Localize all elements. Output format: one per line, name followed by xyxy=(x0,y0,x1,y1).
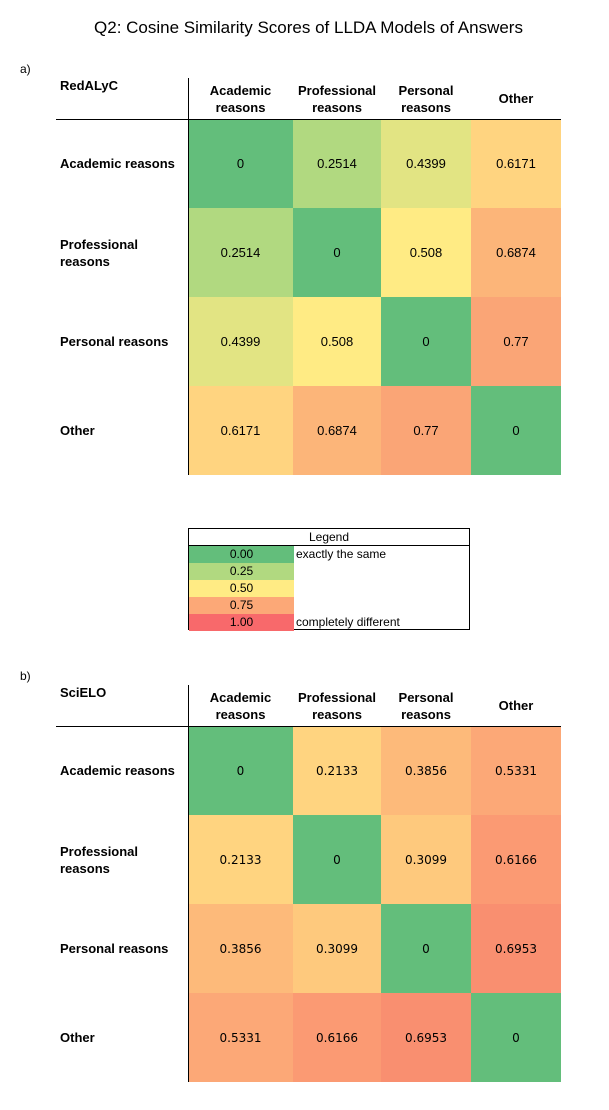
heatmap-cell: 0.508 xyxy=(293,297,381,386)
heatmap-cell: 0.4399 xyxy=(381,119,471,208)
legend-description: completely different xyxy=(296,615,400,629)
legend-row: 1.00 completely different xyxy=(189,614,469,631)
heatmap-cell: 0 xyxy=(471,993,561,1082)
legend-swatch: 0.50 xyxy=(189,580,294,597)
row-header: Academic reasons xyxy=(60,763,175,778)
heatmap-cell: 0.77 xyxy=(471,297,561,386)
row-header: Professional reasons xyxy=(60,236,139,269)
row-header: Other xyxy=(60,423,95,438)
heatmap-cell: 0.3099 xyxy=(381,815,471,904)
horizontal-axis-line xyxy=(56,726,561,727)
heatmap-cell: 0.3099 xyxy=(293,904,381,993)
heatmap-cell: 0.3856 xyxy=(188,904,293,993)
heatmap-cell: 0 xyxy=(188,119,293,208)
heatmap-cell: 0.5331 xyxy=(471,726,561,815)
row-header: Professional reasons xyxy=(60,843,139,876)
column-header: Professional reasons xyxy=(297,82,377,115)
column-header: Academic reasons xyxy=(209,82,272,115)
column-header: Personal reasons xyxy=(398,689,454,722)
legend-row: 0.75 xyxy=(189,597,469,614)
heatmap-cell: 0.6166 xyxy=(293,993,381,1082)
legend-description: exactly the same xyxy=(296,547,387,561)
heatmap-cell: 0.2133 xyxy=(188,815,293,904)
heatmap-cell: 0 xyxy=(293,815,381,904)
column-header: Other xyxy=(498,698,534,713)
chart-title: Q2: Cosine Similarity Scores of LLDA Mod… xyxy=(94,18,523,37)
corner-label: SciELO xyxy=(60,685,107,700)
heatmap-cell: 0.77 xyxy=(381,386,471,475)
legend-swatch: 0.00 xyxy=(189,546,294,563)
heatmap-cell: 0.6953 xyxy=(381,993,471,1082)
heatmap-cell: 0.6874 xyxy=(293,386,381,475)
heatmap-cell: 0 xyxy=(293,208,381,297)
legend-swatch: 0.75 xyxy=(189,597,294,614)
legend-swatch: 1.00 xyxy=(189,614,294,631)
heatmap-cell: 0.6874 xyxy=(471,208,561,297)
row-header: Other xyxy=(60,1030,95,1045)
column-header: Academic reasons xyxy=(209,689,272,722)
heatmap-cell: 0.4399 xyxy=(188,297,293,386)
heatmap-cell: 0.2514 xyxy=(188,208,293,297)
panel-a-label: a) xyxy=(20,62,31,76)
heatmap-cell: 0.6171 xyxy=(188,386,293,475)
heatmap-cell: 0 xyxy=(381,297,471,386)
heatmap-cell: 0.6171 xyxy=(471,119,561,208)
vertical-axis-line xyxy=(188,685,189,1082)
heatmap-cell: 0 xyxy=(471,386,561,475)
corner-label: RedALyC xyxy=(60,78,119,93)
legend: Legend 0.00 exactly the same 0.25 0.50 0.75 1… xyxy=(188,528,470,631)
heatmap-cell: 0.6953 xyxy=(471,904,561,993)
row-header: Academic reasons xyxy=(60,156,175,171)
heatmap-cell: 0 xyxy=(188,726,293,815)
legend-swatch: 0.25 xyxy=(189,563,294,580)
vertical-axis-line xyxy=(188,78,189,475)
row-header: Personal reasons xyxy=(60,941,169,956)
heatmap-cell: 0.508 xyxy=(381,208,471,297)
heatmap-cell: 0.3856 xyxy=(381,726,471,815)
row-header: Personal reasons xyxy=(60,334,169,349)
column-header: Professional reasons xyxy=(297,689,377,722)
heatmap-cell: 0.2514 xyxy=(293,119,381,208)
heatmap-cell: 0.5331 xyxy=(188,993,293,1082)
horizontal-axis-line xyxy=(56,119,561,120)
legend-row: 0.50 xyxy=(189,580,469,597)
panel-b-label: b) xyxy=(20,669,31,683)
legend-title: Legend xyxy=(189,529,469,546)
heatmap-cell: 0 xyxy=(381,904,471,993)
legend-row: 0.25 xyxy=(189,563,469,580)
column-header: Personal reasons xyxy=(398,82,454,115)
column-header: Other xyxy=(498,91,534,106)
heatmap-cell: 0.6166 xyxy=(471,815,561,904)
legend-row: 0.00 exactly the same xyxy=(189,546,469,563)
heatmap-cell: 0.2133 xyxy=(293,726,381,815)
